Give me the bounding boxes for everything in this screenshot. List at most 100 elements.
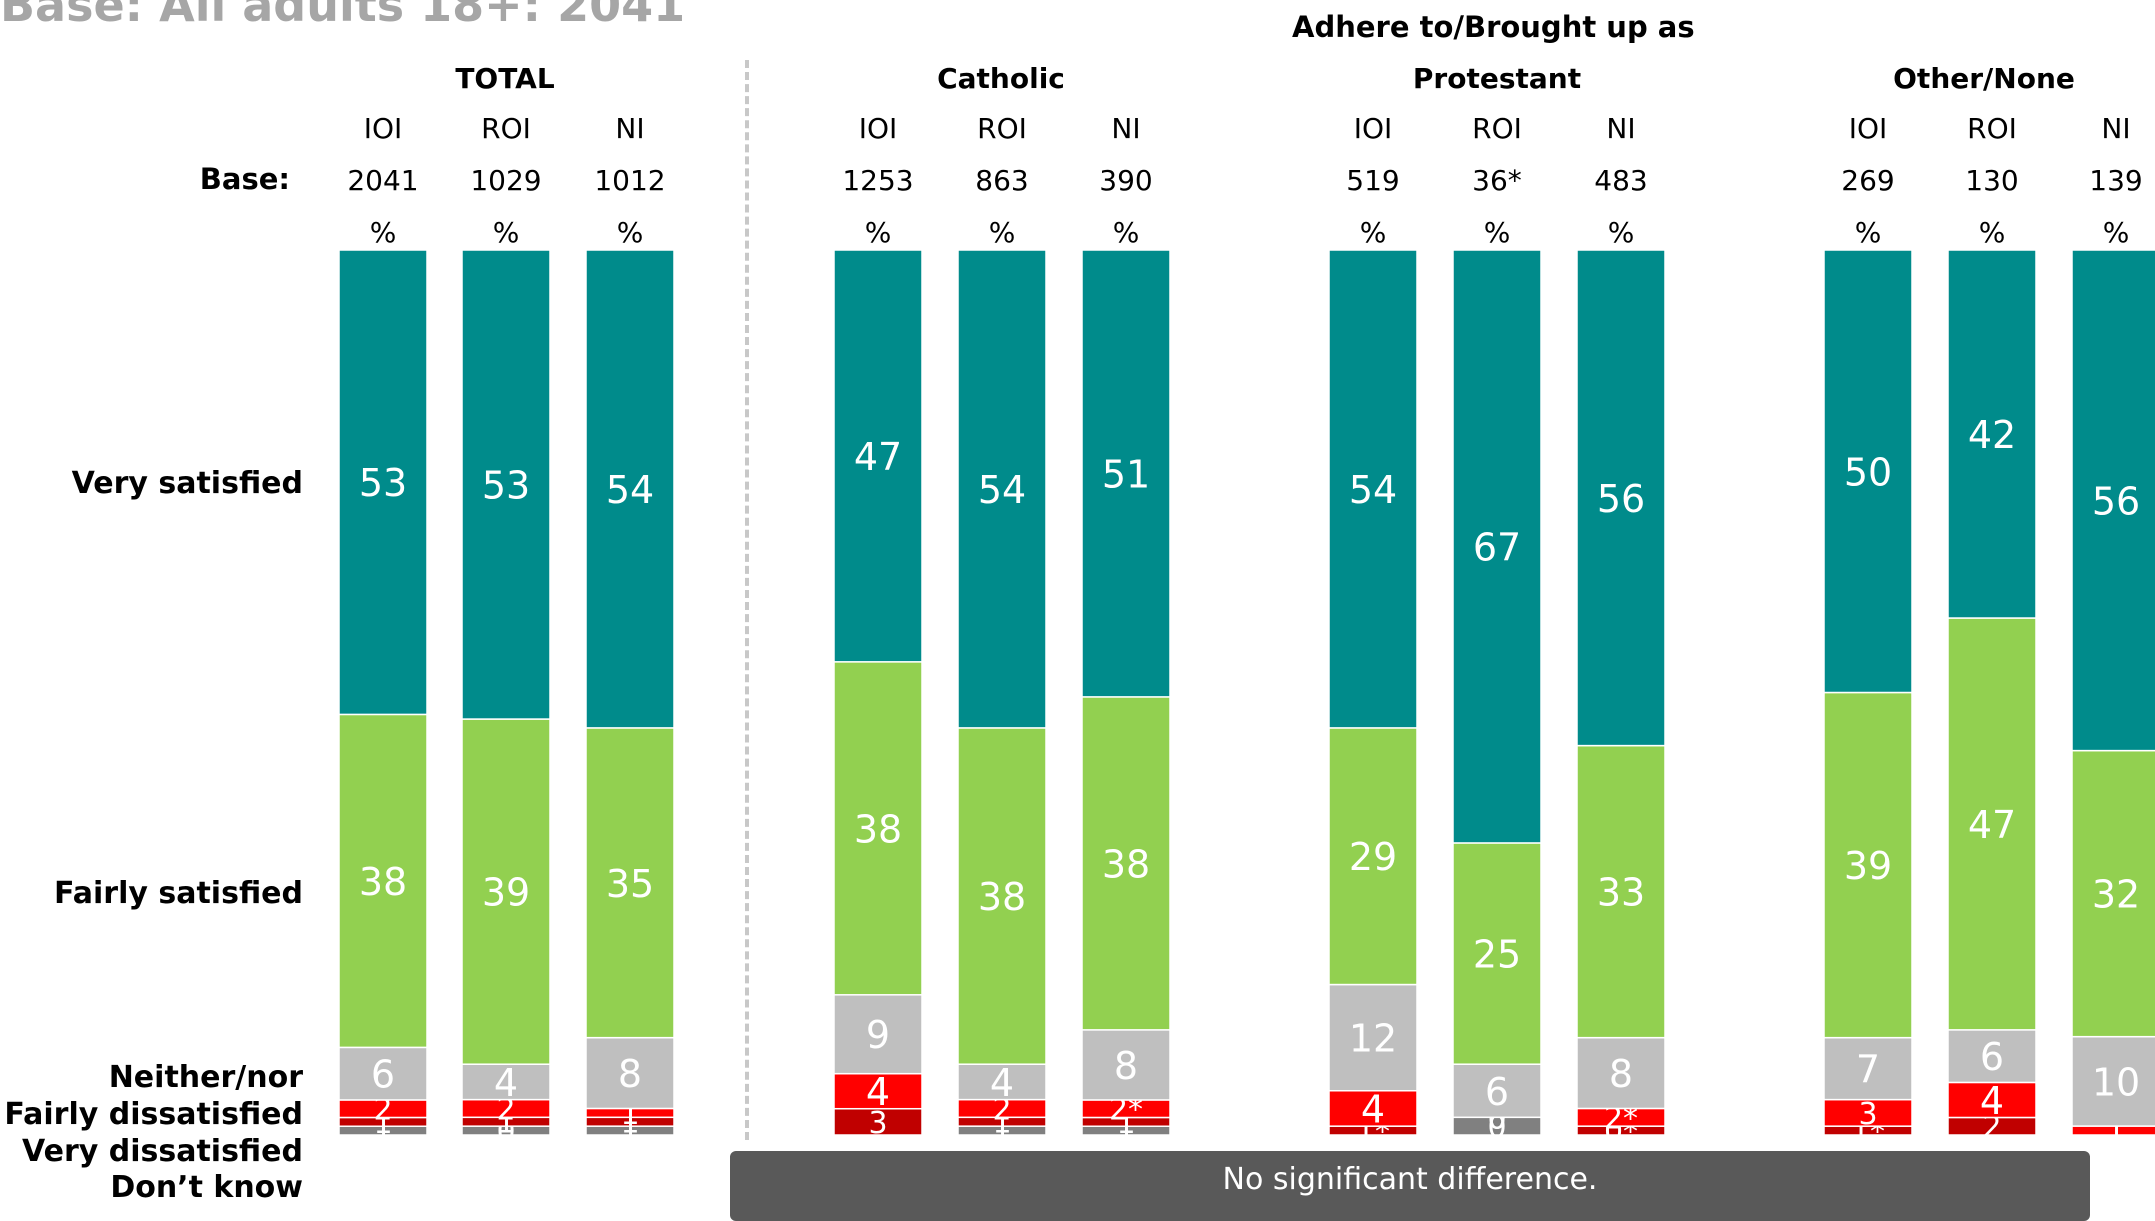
base-value-protestant-ni: 483 [1594,164,1648,197]
column-label-total-roi: ROI [481,112,531,145]
data-label-other-none-roi-very-dissatisfied: 2 [1982,1110,2001,1145]
percent-label-catholic-roi: % [988,216,1016,249]
data-label-catholic-roi-fairly-dissatisfied: 2 [992,1092,1011,1127]
data-label-protestant-ioi-fairly-satisfied: 29 [1349,835,1397,879]
column-label-catholic-ioi: IOI [858,112,898,145]
data-label-total-roi-very-satisfied: 53 [482,464,530,508]
data-label-protestant-roi-neither-nor: 6 [1485,1070,1509,1114]
bar-segment-other-none-ioi-very-satisfied [1823,249,1913,694]
bar-segment-catholic-ioi-fairly-dissatisfied [833,1072,923,1110]
bar-segment-protestant-ioi-fairly-dissatisfied [1328,1090,1418,1127]
percent-label-catholic-ioi: % [864,216,892,249]
bar-segment-protestant-roi-neither-nor [1452,1063,1542,1119]
group-divider [745,60,749,1140]
percent-label-catholic-ni: % [1112,216,1140,249]
base-value-total-ni: 1012 [594,164,666,197]
data-label-total-ioi-fairly-dissatisfied: 2 [373,1093,392,1128]
base-value-total-ioi: 2041 [347,164,419,197]
bar-segment-protestant-ni-very-satisfied [1576,249,1666,747]
data-label-other-none-ni-very-satisfied: 56 [2092,479,2140,523]
percent-label-other-none-ioi: % [1854,216,1882,249]
bar-segment-catholic-roi-neither-nor [957,1063,1047,1101]
bar-segment-total-roi-fairly-satisfied [461,718,551,1065]
bar-segment-other-none-roi-neither-nor [1947,1029,2037,1084]
base-value-catholic-roi: 863 [975,164,1029,197]
data-label-catholic-ni-neither-nor: 8 [1114,1044,1138,1088]
bar-segment-other-none-roi-fairly-satisfied [1947,617,2037,1031]
percent-label-protestant-roi: % [1483,216,1511,249]
bar-segment-total-roi-neither-nor [461,1063,551,1101]
data-label-catholic-ioi-fairly-dissatisfied: 4 [866,1070,890,1114]
column-label-protestant-ioi: IOI [1353,112,1393,145]
data-label-other-none-roi-neither-nor: 6 [1980,1035,2004,1079]
data-label-other-none-ioi-fairly-dissatisfied: 3 [1858,1097,1877,1132]
base-label: Base: [199,162,290,196]
bar-segment-other-none-ioi-fairly-dissatisfied [1823,1098,1913,1127]
row-label-very-satisfied: Very satisfied [71,466,303,501]
data-label-protestant-roi-don-t-know: 0 [1487,1110,1506,1145]
base-value-other-none-ni: 139 [2089,164,2143,197]
data-label-protestant-ioi-fairly-dissatisfied: 4 [1361,1087,1385,1131]
data-label-catholic-ioi-fairly-satisfied: 38 [854,807,902,851]
row-label-neither-nor: Neither/nor [108,1060,303,1095]
data-label-total-ioi-very-satisfied: 53 [359,461,407,505]
data-label-other-none-roi-very-satisfied: 42 [1968,413,2016,457]
supergroup-title: Adhere to/Brought up as [1292,10,1695,44]
data-label-protestant-ioi-neither-nor: 12 [1349,1017,1397,1061]
data-label-other-none-ni-fairly-satisfied: 32 [2092,873,2140,917]
group-title-protestant: Protestant [1412,62,1582,95]
base-value-other-none-roi: 130 [1965,164,2019,197]
data-label-catholic-roi-very-satisfied: 54 [978,468,1026,512]
data-label-total-ni-fairly-satisfied: 35 [606,862,654,906]
data-label-catholic-ni-very-satisfied: 51 [1102,452,1150,496]
base-title: Base: All adults 18+: 2041 [0,0,686,32]
bar-segment-other-none-ioi-fairly-satisfied [1823,691,1913,1039]
bar-segment-catholic-ioi-very-dissatisfied [833,1107,923,1136]
data-label-other-none-ioi-fairly-satisfied: 39 [1844,844,1892,888]
data-label-total-roi-neither-nor: 4 [494,1061,518,1105]
bar-segment-catholic-ioi-very-satisfied [833,249,923,663]
data-label-total-roi-fairly-dissatisfied: 2 [496,1092,515,1127]
column-label-protestant-roi: ROI [1472,112,1522,145]
percent-label-protestant-ioi: % [1359,216,1387,249]
row-label-fairly-dissatisfied: Fairly dissatisfied [4,1097,303,1132]
bar-segment-other-none-ni-neither-nor [2071,1035,2155,1127]
data-label-protestant-ni-very-satisfied: 56 [1597,477,1645,521]
bar-segment-total-ni-very-satisfied [585,249,675,729]
data-label-catholic-roi-neither-nor: 4 [990,1061,1014,1105]
column-label-protestant-ni: NI [1606,112,1636,145]
bar-segment-total-ioi-very-satisfied [338,249,428,716]
bar-segment-protestant-ioi-very-satisfied [1328,249,1418,729]
data-label-other-none-ioi-neither-nor: 7 [1856,1048,1880,1092]
column-label-catholic-roi: ROI [977,112,1027,145]
column-label-other-none-ni: NI [2101,112,2131,145]
base-value-protestant-ioi: 519 [1346,164,1400,197]
bar-segment-catholic-ioi-fairly-satisfied [833,661,923,996]
data-label-protestant-roi-very-satisfied: 67 [1473,525,1521,569]
percent-label-total-ioi: % [369,216,397,249]
data-label-protestant-roi-fairly-satisfied: 25 [1473,933,1521,977]
data-label-catholic-ni-fairly-satisfied: 38 [1102,842,1150,886]
bar-segment-other-none-roi-fairly-dissatisfied [1947,1081,2037,1119]
data-label-total-ioi-neither-nor: 6 [371,1053,395,1097]
group-title-catholic: Catholic [937,62,1065,95]
bar-segment-other-none-roi-very-satisfied [1947,249,2037,619]
bar-segment-total-roi-very-satisfied [461,249,551,720]
bar-segment-protestant-roi-very-satisfied [1452,249,1542,844]
row-label-dont-know: Don’t know [110,1170,303,1205]
row-label-fairly-satisfied: Fairly satisfied [54,876,303,911]
percent-label-total-roi: % [492,216,520,249]
footer-note: No significant difference. [730,1151,2090,1221]
bar-segment-protestant-ioi-fairly-satisfied [1328,727,1418,986]
data-label-protestant-ni-fairly-satisfied: 33 [1597,871,1645,915]
bar-segment-total-ioi-fairly-satisfied [338,713,428,1049]
base-value-catholic-ioi: 1253 [842,164,914,197]
group-title-total: TOTAL [455,62,555,95]
data-label-protestant-ioi-very-satisfied: 54 [1349,468,1397,512]
base-value-other-none-ioi: 269 [1841,164,1895,197]
bar-segment-total-ioi-neither-nor [338,1046,428,1101]
bar-segment-catholic-ioi-neither-nor [833,994,923,1075]
data-label-total-ioi-fairly-satisfied: 38 [359,860,407,904]
bar-segment-protestant-ni-neither-nor [1576,1036,1666,1110]
